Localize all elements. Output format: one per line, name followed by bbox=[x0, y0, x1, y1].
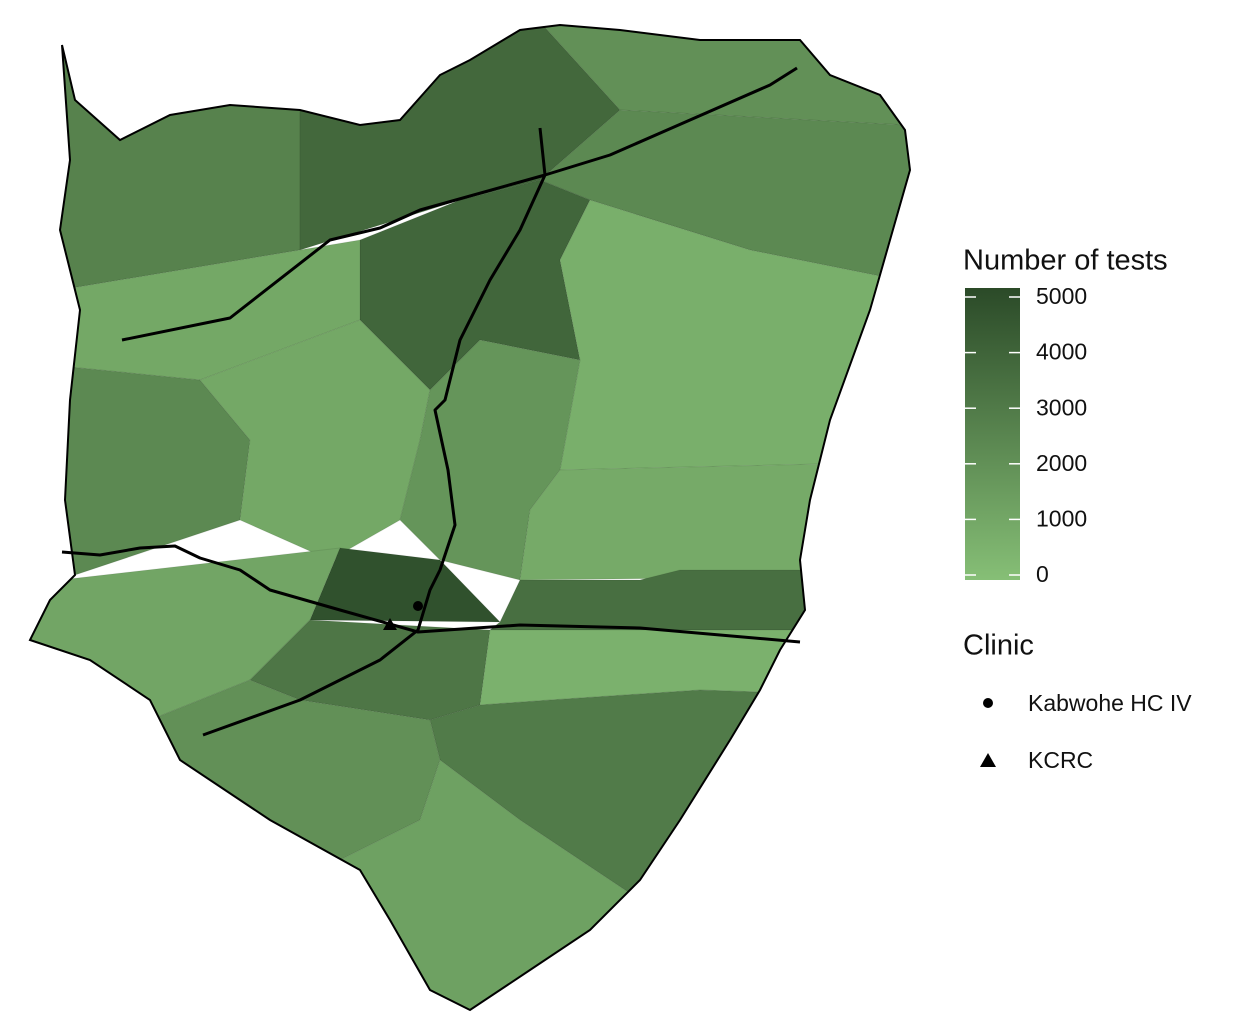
road bbox=[121, 66, 798, 342]
colorbar-tick-label: 5000 bbox=[1036, 283, 1087, 309]
legend-key bbox=[983, 698, 993, 708]
colorbar-tick-label: 0 bbox=[1036, 561, 1049, 587]
legend-title: Clinic bbox=[963, 630, 1034, 662]
colorbar-tick-label: 4000 bbox=[1036, 339, 1087, 365]
road bbox=[202, 127, 547, 737]
colorbar-tick-label: 3000 bbox=[1036, 394, 1087, 420]
legend-title: Number of tests bbox=[963, 245, 1168, 277]
legend-label: Kabwohe HC IV bbox=[1028, 690, 1192, 716]
legend-key bbox=[980, 753, 996, 767]
regions bbox=[30, 25, 910, 1010]
colorbar bbox=[965, 288, 1020, 580]
clinic-marker bbox=[383, 618, 397, 630]
legend: Number of tests 0 1000 2000 3000 4000 5000 Cl… bbox=[963, 245, 1192, 773]
region bbox=[30, 25, 301, 301]
colorbar-tick-label: 2000 bbox=[1036, 450, 1087, 476]
road bbox=[61, 544, 801, 644]
region bbox=[519, 459, 910, 581]
colorbar-tick-label: 1000 bbox=[1036, 505, 1087, 531]
legend-label: KCRC bbox=[1028, 747, 1093, 773]
clinic-marker bbox=[413, 601, 423, 611]
